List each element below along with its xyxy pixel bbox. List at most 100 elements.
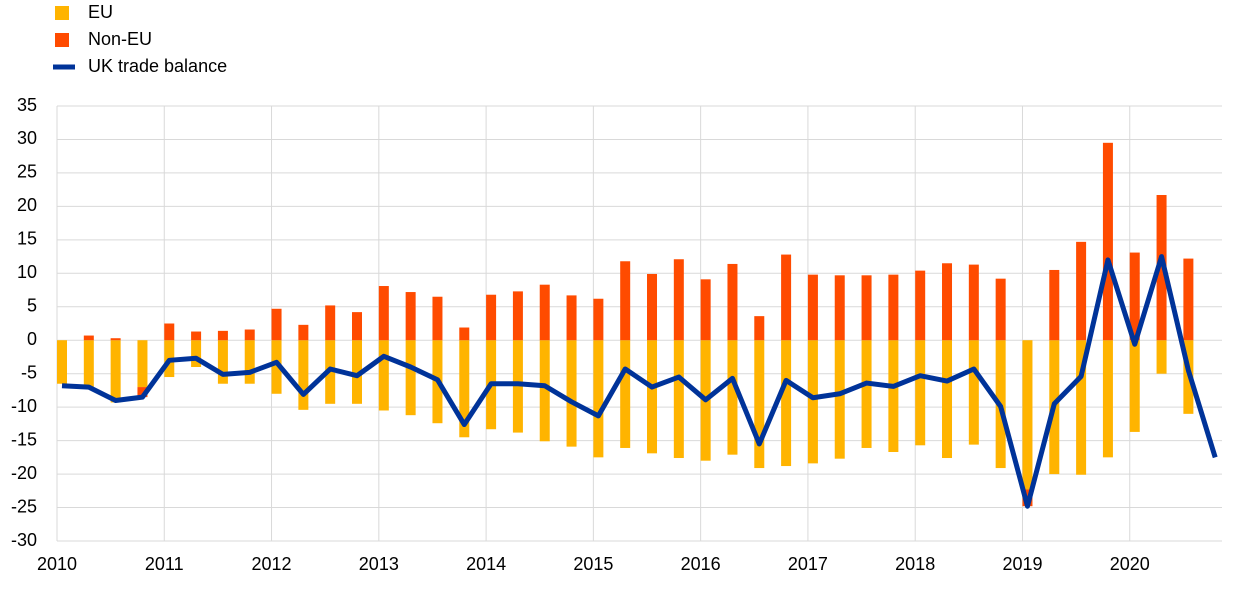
x-tick-label: 2010	[37, 554, 77, 574]
bar	[271, 340, 282, 394]
bar	[512, 291, 523, 341]
legend-swatch	[55, 33, 69, 47]
bar	[807, 274, 818, 341]
y-tick-label: 5	[27, 296, 37, 316]
bar	[1022, 340, 1033, 490]
bar	[1076, 241, 1087, 341]
x-tick-label: 2020	[1110, 554, 1150, 574]
bar	[405, 340, 416, 416]
line	[61, 254, 1218, 509]
bar	[620, 261, 631, 341]
bar	[83, 335, 94, 341]
legend-label: UK trade balance	[88, 56, 227, 76]
bar	[620, 340, 631, 448]
bar	[271, 308, 282, 341]
bar	[539, 284, 550, 341]
bar	[861, 275, 872, 341]
bar	[566, 295, 577, 341]
bar	[566, 340, 577, 447]
x-tick-label: 2017	[788, 554, 828, 574]
bar	[110, 340, 121, 403]
bar	[432, 296, 443, 341]
bar	[834, 340, 845, 459]
bar	[915, 340, 926, 446]
bar	[915, 270, 926, 341]
bar	[647, 273, 658, 341]
y-tick-label: 30	[17, 128, 37, 148]
y-tick-label: 15	[17, 229, 37, 249]
bar	[888, 274, 899, 341]
bar	[727, 263, 738, 341]
bar	[378, 340, 389, 411]
bar	[647, 340, 658, 454]
bar	[861, 340, 872, 448]
x-tick-label: 2013	[359, 554, 399, 574]
bar	[968, 340, 979, 445]
y-tick-label: 35	[17, 95, 37, 115]
legend-label: EU	[88, 2, 113, 22]
bar	[539, 340, 550, 442]
x-tick-label: 2015	[573, 554, 613, 574]
bar	[110, 338, 121, 341]
bar	[244, 340, 255, 384]
bar	[781, 340, 792, 467]
bar	[191, 331, 202, 341]
bar	[217, 330, 228, 341]
bar	[164, 323, 175, 341]
bar	[1102, 340, 1113, 458]
x-tick-label: 2019	[1002, 554, 1042, 574]
bar	[1156, 340, 1167, 374]
bar	[298, 340, 309, 410]
bar	[352, 340, 363, 404]
bar	[1183, 258, 1194, 341]
bar	[1156, 195, 1167, 341]
x-tick-label: 2011	[145, 554, 184, 574]
y-tick-label: 20	[17, 195, 37, 215]
bar	[1129, 252, 1140, 341]
bar	[700, 279, 711, 341]
y-tick-label: -15	[11, 429, 37, 449]
y-tick-label: -20	[11, 463, 37, 483]
bar	[486, 294, 497, 341]
bar	[298, 324, 309, 341]
x-tick-label: 2014	[466, 554, 506, 574]
bar	[512, 340, 523, 433]
bar	[781, 254, 792, 341]
bar	[191, 340, 202, 367]
bar	[995, 278, 1006, 341]
y-tick-label: -10	[11, 396, 37, 416]
bar	[673, 259, 684, 341]
bar	[244, 329, 255, 341]
bar	[727, 340, 738, 455]
bar	[593, 298, 604, 341]
bar	[1049, 269, 1060, 341]
bar	[754, 340, 765, 469]
bar	[405, 292, 416, 341]
bar	[968, 264, 979, 341]
bar	[459, 327, 470, 341]
bar	[807, 340, 818, 464]
y-tick-label: 0	[27, 329, 37, 349]
bar	[459, 340, 470, 438]
x-tick-label: 2016	[681, 554, 721, 574]
bar	[888, 340, 899, 452]
bar	[325, 305, 336, 341]
y-tick-label: 10	[17, 262, 37, 282]
y-tick-label: -30	[11, 530, 37, 550]
bar	[378, 286, 389, 341]
y-tick-label: 25	[17, 162, 37, 182]
bar	[352, 312, 363, 341]
bar	[137, 387, 148, 398]
bar	[137, 340, 148, 388]
x-tick-label: 2012	[252, 554, 292, 574]
bar	[83, 340, 94, 388]
legend-swatch	[55, 6, 69, 20]
bar	[593, 340, 604, 458]
bar	[754, 316, 765, 341]
bar	[673, 340, 684, 459]
bar	[57, 340, 67, 384]
y-tick-label: -25	[11, 496, 37, 516]
bar	[834, 275, 845, 341]
bar	[1129, 340, 1140, 432]
